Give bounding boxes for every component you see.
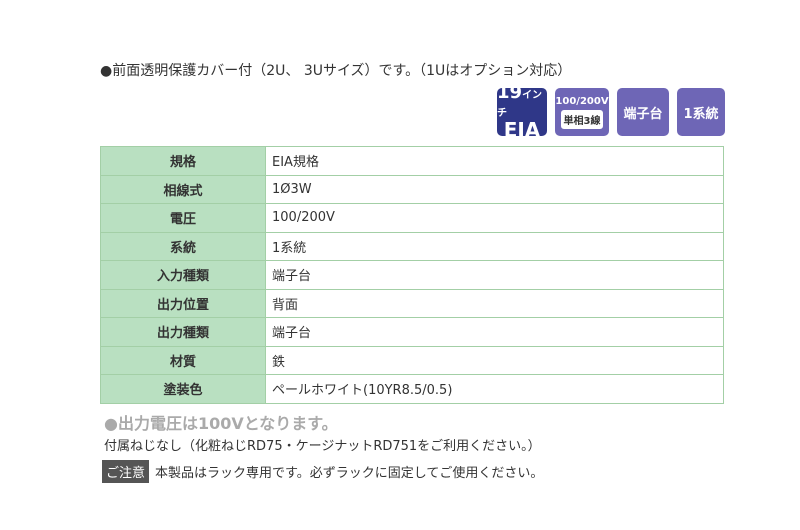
spec-table: 規格 EIA規格 相線式 1Ø3W 電圧 100/200V 系統 1系統 入力種類 端子台 出力位置… — [100, 146, 724, 404]
spec-label: 相線式 — [100, 174, 266, 204]
voltage-label: 100/200V — [555, 95, 609, 107]
feature-badges: 19インチ EIA 100/200V 単相3線 端子台 1系統 — [497, 84, 725, 140]
spec-label: 材質 — [100, 345, 266, 375]
caution-note: ご注意 本製品はラック専用です。必ずラックに固定してご使用ください。 — [102, 460, 543, 483]
spec-label: 規格 — [100, 146, 266, 176]
spec-value: 背面 — [265, 288, 724, 318]
intro-text: ●前面透明保護カバー付（2U、 3Uサイズ）です。（1Uはオプション対応） — [100, 63, 572, 79]
caution-tag: ご注意 — [102, 460, 150, 483]
voltage-badge: 100/200V 単相3線 — [555, 88, 609, 136]
eia-unit: インチ — [497, 90, 543, 119]
spec-label: 塗装色 — [100, 374, 266, 404]
spec-row: 出力種類 端子台 — [100, 317, 724, 347]
spec-label: 電圧 — [100, 203, 266, 233]
spec-value: 1Ø3W — [265, 174, 724, 204]
spec-row: 出力位置 背面 — [100, 288, 724, 318]
eia-size: 19 — [497, 82, 523, 103]
screws-note: 付属ねじなし（化粧ねじRD75・ケージナットRD751をご利用ください。） — [104, 439, 541, 454]
caution-text: 本製品はラック専用です。必ずラックに固定してご使用ください。 — [155, 466, 544, 481]
spec-row: 入力種類 端子台 — [100, 260, 724, 290]
spec-value: 端子台 — [265, 317, 724, 347]
output-voltage-note: ●出力電圧は100Vとなります。 — [104, 414, 338, 433]
eia-label: EIA — [503, 118, 541, 142]
spec-row: 系統 1系統 — [100, 231, 724, 261]
spec-value: ペールホワイト(10YR8.5/0.5) — [265, 374, 724, 404]
terminal-badge: 端子台 — [617, 88, 669, 136]
spec-value: 100/200V — [265, 203, 724, 233]
spec-label: 系統 — [100, 231, 266, 261]
spec-value: 1系統 — [265, 231, 724, 261]
eia-19inch-badge: 19インチ EIA — [497, 84, 547, 140]
spec-label: 出力位置 — [100, 288, 266, 318]
spec-row: 塗装色 ペールホワイト(10YR8.5/0.5) — [100, 374, 724, 404]
spec-value: 鉄 — [265, 345, 724, 375]
spec-label: 入力種類 — [100, 260, 266, 290]
spec-row: 材質鉄 — [100, 345, 724, 375]
spec-row: 相線式 1Ø3W — [100, 174, 724, 204]
spec-row: 規格 EIA規格 — [100, 146, 724, 176]
spec-value: EIA規格 — [265, 146, 724, 176]
spec-row: 電圧 100/200V — [100, 203, 724, 233]
system-badge: 1系統 — [677, 88, 725, 136]
spec-label: 出力種類 — [100, 317, 266, 347]
spec-value: 端子台 — [265, 260, 724, 290]
phase-label: 単相3線 — [560, 109, 604, 129]
